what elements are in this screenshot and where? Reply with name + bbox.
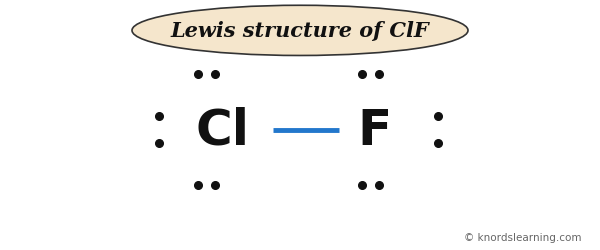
Text: Lewis structure of ClF: Lewis structure of ClF bbox=[170, 21, 430, 41]
Ellipse shape bbox=[132, 6, 468, 56]
Text: Cl: Cl bbox=[195, 106, 249, 154]
Text: F: F bbox=[358, 106, 392, 154]
Text: © knordslearning.com: © knordslearning.com bbox=[464, 232, 582, 242]
